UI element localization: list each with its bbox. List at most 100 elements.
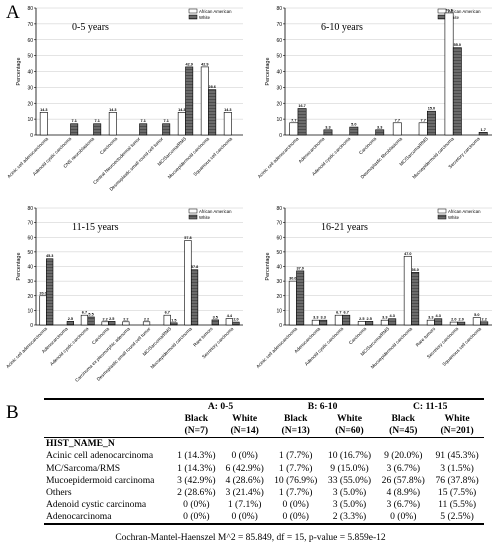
table-cell: 76 (37.8%) bbox=[435, 474, 479, 486]
bar bbox=[162, 123, 171, 136]
y-tick-label: 50 bbox=[27, 54, 33, 60]
bar-value-label: 42.9 bbox=[201, 62, 208, 66]
table-cell: 0 (0%) bbox=[183, 499, 210, 511]
table-cell: 10 (16.7%) bbox=[327, 450, 372, 462]
table-cell: 10 (76.9%) bbox=[274, 474, 318, 486]
table-group-row: A: 0-5 B: 6-10 C: 11-15 bbox=[44, 397, 484, 413]
n-count: (N=13) bbox=[268, 424, 323, 438]
x-tick-label: Adenoid cystic carcinoma bbox=[304, 326, 345, 367]
table-cell: 0 (0%) bbox=[268, 510, 323, 525]
bar bbox=[185, 66, 194, 136]
bar-value-label: 6.7 bbox=[336, 311, 341, 315]
x-tick-label: Rare tumors bbox=[415, 326, 437, 348]
y-tick-label: 20 bbox=[276, 294, 282, 300]
bar-value-label: 5.0 bbox=[474, 313, 479, 317]
legend-label: African American bbox=[199, 9, 232, 14]
bar bbox=[449, 321, 458, 326]
bar bbox=[70, 123, 79, 136]
bar-value-label: 2.0 bbox=[233, 318, 238, 322]
table-cell: 1 (14.3%) bbox=[177, 462, 216, 474]
y-tick-label: 60 bbox=[276, 38, 282, 44]
bar bbox=[444, 12, 454, 136]
table-cell: 3 (6.7%) bbox=[386, 499, 421, 511]
bar bbox=[142, 321, 151, 326]
bar-value-label: 45.3 bbox=[46, 254, 53, 258]
row-label: MC/Sarcoma/RMS bbox=[46, 462, 121, 474]
table-cell: 0 (0%) bbox=[376, 510, 431, 525]
bar-value-label: 7.1 bbox=[72, 119, 77, 123]
chart-title: 0-5 years bbox=[72, 22, 109, 33]
bar-value-label: 2.2 bbox=[123, 317, 128, 321]
bar bbox=[177, 111, 186, 136]
bar-value-label: 2.0 bbox=[451, 318, 456, 322]
y-tick-label: 80 bbox=[27, 206, 33, 212]
subheader: Black bbox=[391, 412, 415, 424]
chart-title: 11-15 years bbox=[72, 222, 119, 233]
bar-value-label: 14.3 bbox=[109, 108, 116, 112]
legend-swatch bbox=[188, 14, 198, 20]
n-count: (N=201) bbox=[430, 424, 484, 438]
table-cell: 1 (7.7%) bbox=[278, 486, 313, 498]
bar bbox=[480, 321, 489, 326]
row-header: HIST_NAME_N bbox=[46, 438, 115, 450]
table-row: Adenoid cystic carcinoma 0 (0%) 1 (7.1%)… bbox=[44, 499, 484, 511]
y-tick-label: 10 bbox=[276, 308, 282, 314]
x-tick-label: Acinic cell adenocarcinoma bbox=[6, 136, 49, 179]
bar bbox=[232, 321, 240, 326]
table-cell: 1 (14.3%) bbox=[177, 450, 216, 462]
bar-value-label: 57.8 bbox=[184, 236, 191, 240]
bar bbox=[323, 129, 333, 136]
table-cell: 26 (57.8%) bbox=[381, 474, 425, 486]
table-cell: 33 (55.0%) bbox=[327, 474, 372, 486]
table-cell: 15 (7.5%) bbox=[437, 486, 477, 498]
table-cell: 0 (0%) bbox=[220, 510, 269, 525]
table-cell: 3 (21.4%) bbox=[225, 486, 264, 498]
bar bbox=[427, 110, 436, 136]
y-tick-label: 60 bbox=[27, 38, 33, 44]
bar bbox=[357, 321, 366, 326]
y-tick-label: 0 bbox=[30, 323, 33, 329]
bar bbox=[200, 66, 209, 136]
y-tick-label: 60 bbox=[27, 235, 33, 241]
subheader: White bbox=[336, 412, 363, 424]
y-tick-label: 20 bbox=[27, 101, 33, 107]
legend-label: African American bbox=[448, 209, 481, 214]
bar-value-label: 14.3 bbox=[224, 108, 231, 112]
legend-label: African American bbox=[199, 209, 232, 214]
y-tick-label: 10 bbox=[27, 117, 33, 123]
x-tick-label: Carcinoma bbox=[91, 326, 111, 346]
y-tick-label: 80 bbox=[27, 6, 33, 12]
chart-title: 16-21 years bbox=[321, 222, 368, 233]
bar-value-label: 3.3 bbox=[382, 316, 387, 320]
legend-swatch bbox=[437, 214, 447, 220]
bar bbox=[434, 318, 443, 326]
bar bbox=[392, 122, 402, 136]
bar-value-label: 2.2 bbox=[482, 317, 487, 321]
bar-value-label: 37.8 bbox=[191, 265, 198, 269]
table-cell: 2 (28.6%) bbox=[177, 486, 216, 498]
table-cell: 9 (20.0%) bbox=[384, 450, 423, 462]
n-count: (N=7) bbox=[172, 424, 221, 438]
x-tick-label: Mucoepidermoid carcinoma bbox=[150, 326, 194, 370]
bar bbox=[66, 321, 74, 326]
y-tick-label: 40 bbox=[276, 265, 282, 271]
x-tick-label: Mucoepidermoid carcinoma bbox=[370, 326, 414, 370]
bar bbox=[319, 319, 328, 326]
y-tick-label: 40 bbox=[27, 70, 33, 76]
table-n-row: (N=7) (N=14) (N=13) (N=60) (N=45) (N=201… bbox=[44, 424, 484, 438]
legend-label: White bbox=[199, 215, 211, 220]
bar-value-label: 5.5 bbox=[88, 312, 93, 316]
bar-value-label: 6.7 bbox=[344, 311, 349, 315]
table-cell: 1 (7.7%) bbox=[278, 462, 313, 474]
bar bbox=[388, 318, 397, 326]
table-cell: 3 (5.0%) bbox=[332, 499, 367, 511]
y-tick-label: 30 bbox=[27, 85, 33, 91]
bar-value-label: 6.7 bbox=[82, 311, 87, 315]
bar-value-label: 4.3 bbox=[436, 314, 441, 318]
bar-value-label: 3.3 bbox=[313, 316, 318, 320]
legend-label: White bbox=[448, 215, 460, 220]
row-label: Acinic cell adenocarcinoma bbox=[46, 450, 154, 462]
group-header: C: 11-15 bbox=[376, 397, 484, 413]
legend-label: African American bbox=[448, 9, 481, 14]
results-table: A: 0-5 B: 6-10 C: 11-15 Black White Blac… bbox=[44, 397, 484, 525]
